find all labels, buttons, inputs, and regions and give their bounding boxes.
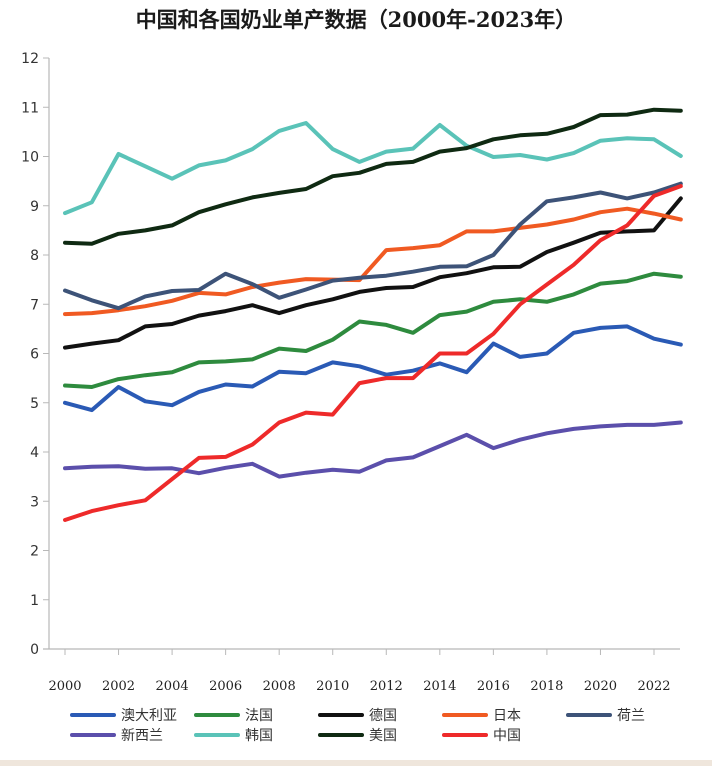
series-line-澳大利亚 — [63, 324, 683, 413]
y-tick-label: 10 — [21, 150, 39, 166]
series-line-新西兰 — [63, 420, 683, 479]
series-line-日本 — [63, 206, 683, 317]
series-line-美国 — [63, 107, 683, 246]
legend-label: 法国 — [245, 708, 273, 724]
series-lines — [63, 107, 683, 522]
y-tick-label: 8 — [30, 248, 39, 264]
x-tick-label: 2012 — [370, 679, 403, 694]
x-tick-label: 2008 — [263, 679, 296, 694]
y-tick-label: 11 — [21, 100, 39, 116]
legend-item: 美国 — [318, 725, 442, 745]
series-line-法国 — [63, 271, 683, 389]
x-tick-label: 2010 — [316, 679, 349, 694]
y-tick-label: 9 — [30, 199, 39, 215]
legend-swatch — [70, 733, 116, 737]
y-tick-label: 5 — [30, 396, 39, 412]
legend-swatch — [194, 733, 240, 737]
y-tick-label: 6 — [30, 347, 39, 363]
y-tick-label: 7 — [30, 297, 39, 313]
x-tick-label: 2004 — [156, 679, 189, 694]
legend-swatch — [70, 713, 116, 717]
y-tick-label: 1 — [30, 593, 39, 609]
legend-row: 新西兰 韩国 美国 中国 — [70, 725, 690, 745]
legend-item: 日本 — [442, 705, 566, 725]
legend-label: 美国 — [369, 728, 397, 744]
legend-item: 新西兰 — [70, 725, 194, 745]
x-axis-ticks: 2000 2002 2004 2006 2008 2010 2012 2014 2016 2018… — [48, 649, 671, 694]
legend-swatch — [194, 713, 240, 717]
y-tick-label: 2 — [30, 544, 39, 560]
legend-item: 法国 — [194, 705, 318, 725]
series-line-荷兰 — [63, 181, 683, 311]
x-tick-label: 2014 — [423, 679, 456, 694]
legend-swatch — [318, 713, 364, 717]
y-tick-label: 0 — [30, 642, 39, 658]
legend-label: 韩国 — [245, 728, 273, 744]
x-tick-label: 2018 — [530, 679, 563, 694]
legend-label: 中国 — [493, 728, 521, 744]
legend: 澳大利亚 法国 德国 日本 荷兰新西兰 韩国 美国 中国 — [70, 705, 690, 745]
legend-label: 新西兰 — [121, 728, 163, 744]
legend-item: 德国 — [318, 705, 442, 725]
legend-item: 韩国 — [194, 725, 318, 745]
chart-title: 中国和各国奶业单产数据（2000年-2023年） — [135, 7, 577, 32]
x-tick-label: 2000 — [48, 679, 81, 694]
legend-item: 澳大利亚 — [70, 705, 194, 725]
x-tick-label: 2002 — [102, 679, 135, 694]
x-tick-label: 2006 — [209, 679, 242, 694]
legend-label: 澳大利亚 — [121, 708, 177, 724]
legend-item: 中国 — [442, 725, 566, 745]
y-tick-label: 12 — [21, 51, 39, 67]
legend-swatch — [318, 733, 364, 737]
y-tick-label: 3 — [30, 494, 39, 510]
legend-item: 荷兰 — [566, 705, 690, 725]
x-tick-label: 2022 — [637, 679, 670, 694]
legend-label: 荷兰 — [617, 708, 645, 724]
legend-label: 德国 — [369, 708, 397, 724]
x-tick-label: 2016 — [477, 679, 510, 694]
bottom-border-strip — [0, 760, 712, 766]
legend-label: 日本 — [493, 708, 521, 724]
series-line-中国 — [63, 184, 683, 522]
x-tick-label: 2020 — [584, 679, 617, 694]
legend-swatch — [442, 713, 488, 717]
y-tick-label: 4 — [30, 445, 39, 461]
legend-swatch — [566, 713, 612, 717]
legend-row: 澳大利亚 法国 德国 日本 荷兰 — [70, 705, 690, 725]
series-line-德国 — [63, 196, 683, 350]
series-line-韩国 — [63, 121, 683, 216]
legend-swatch — [442, 733, 488, 737]
